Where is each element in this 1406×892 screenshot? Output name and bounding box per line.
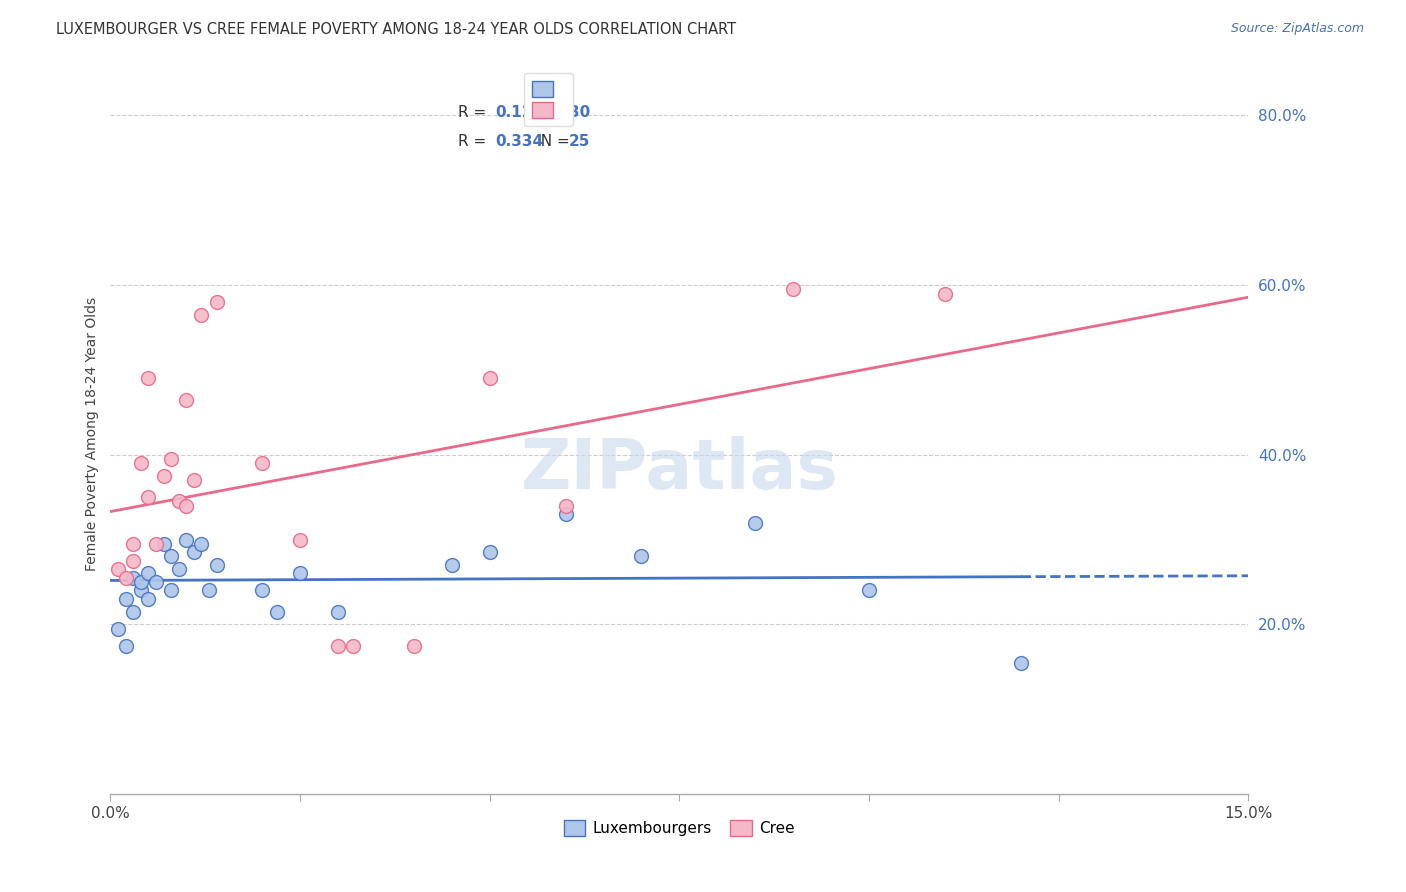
Point	[129, 574, 152, 589]
Point	[440, 558, 463, 572]
Point	[250, 583, 273, 598]
Point	[122, 554, 145, 568]
Point	[152, 469, 174, 483]
Point	[174, 499, 197, 513]
Point	[122, 605, 145, 619]
Text: N =: N =	[531, 134, 575, 149]
Text: 0.334: 0.334	[495, 134, 543, 149]
Point	[478, 371, 501, 385]
Point	[114, 591, 136, 606]
Legend: Luxembourgers, Cree: Luxembourgers, Cree	[557, 813, 803, 844]
Text: ZIPatlas: ZIPatlas	[520, 436, 838, 503]
Point	[174, 392, 197, 407]
Point	[167, 562, 190, 576]
Point	[138, 490, 160, 504]
Point	[122, 571, 145, 585]
Text: 0.126: 0.126	[495, 105, 543, 120]
Point	[205, 295, 228, 310]
Point	[167, 494, 190, 508]
Point	[554, 507, 576, 521]
Point	[183, 545, 205, 559]
Point	[174, 533, 197, 547]
Point	[107, 622, 129, 636]
Point	[478, 545, 501, 559]
Point	[107, 562, 129, 576]
Point	[190, 537, 212, 551]
Point	[630, 549, 652, 564]
Point	[114, 571, 136, 585]
Point	[114, 639, 136, 653]
Point	[342, 639, 364, 653]
Point	[250, 456, 273, 470]
Point	[160, 452, 183, 467]
Text: 30: 30	[569, 105, 591, 120]
Text: N =: N =	[531, 105, 575, 120]
Point	[198, 583, 221, 598]
Y-axis label: Female Poverty Among 18-24 Year Olds: Female Poverty Among 18-24 Year Olds	[86, 296, 100, 571]
Point	[288, 566, 311, 581]
Point	[138, 371, 160, 385]
Point	[129, 583, 152, 598]
Point	[138, 566, 160, 581]
Point	[858, 583, 880, 598]
Point	[288, 533, 311, 547]
Point	[183, 473, 205, 487]
Text: Source: ZipAtlas.com: Source: ZipAtlas.com	[1230, 22, 1364, 36]
Point	[554, 499, 576, 513]
Point	[1010, 656, 1032, 670]
Point	[138, 591, 160, 606]
Text: 25: 25	[569, 134, 591, 149]
Point	[145, 574, 167, 589]
Point	[122, 537, 145, 551]
Point	[160, 549, 183, 564]
Point	[782, 282, 804, 296]
Point	[160, 583, 183, 598]
Point	[402, 639, 425, 653]
Point	[744, 516, 766, 530]
Point	[152, 537, 174, 551]
Point	[190, 308, 212, 322]
Text: R =: R =	[457, 134, 491, 149]
Point	[934, 286, 956, 301]
Text: R =: R =	[457, 105, 491, 120]
Point	[129, 456, 152, 470]
Point	[326, 605, 349, 619]
Point	[266, 605, 288, 619]
Point	[145, 537, 167, 551]
Point	[326, 639, 349, 653]
Point	[205, 558, 228, 572]
Text: LUXEMBOURGER VS CREE FEMALE POVERTY AMONG 18-24 YEAR OLDS CORRELATION CHART: LUXEMBOURGER VS CREE FEMALE POVERTY AMON…	[56, 22, 737, 37]
